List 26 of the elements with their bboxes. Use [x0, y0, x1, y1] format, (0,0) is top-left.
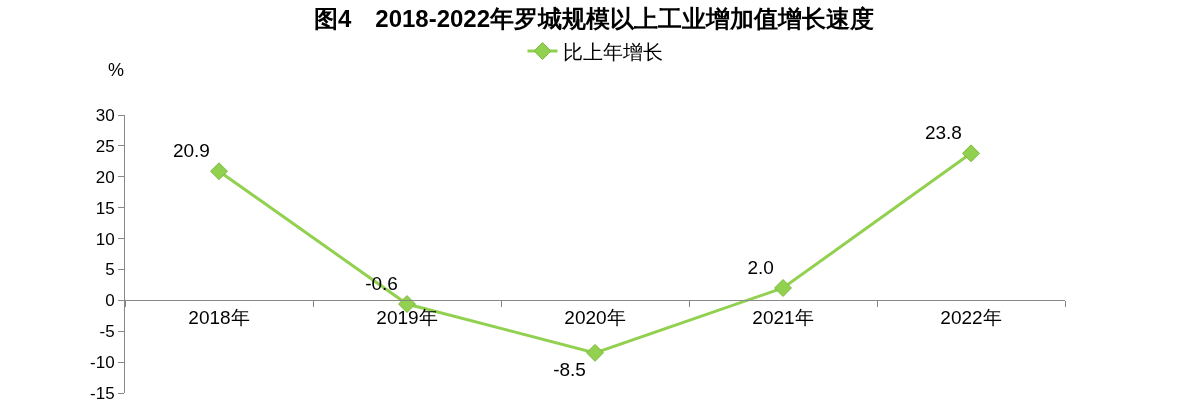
- data-label: -8.5: [553, 359, 586, 381]
- x-tick-label: 2021年: [752, 307, 814, 329]
- x-tick-label: 2020年: [564, 307, 626, 329]
- point: [774, 279, 792, 297]
- point: [962, 144, 980, 163]
- y-tick-label: 0: [105, 291, 115, 311]
- y-tick-label: 10: [95, 229, 115, 249]
- y-tick-label: 30: [95, 105, 115, 125]
- data-label: 2.0: [747, 257, 774, 279]
- data-label: 23.8: [924, 122, 962, 144]
- point: [586, 343, 604, 362]
- chart-title: 图4 2018-2022年罗城规模以上工业增加值增长速度: [313, 4, 875, 32]
- legend-label: 比上年增长: [562, 40, 663, 63]
- point: [210, 162, 228, 181]
- x-tick-label: 2019年: [376, 307, 438, 329]
- y-tick-label: 25: [95, 136, 115, 156]
- x-tick-label: 2018年: [188, 307, 250, 329]
- y-tick-label: 5: [105, 260, 115, 280]
- x-tick-label: 2022年: [940, 307, 1002, 329]
- y-tick-label: -5: [99, 322, 115, 342]
- y-tick-label: 20: [95, 167, 115, 187]
- data-label: 20.9: [172, 140, 210, 162]
- y-axis-title: %: [108, 60, 125, 80]
- y-tick-label: -10: [90, 353, 115, 373]
- y-tick-label: 15: [95, 198, 115, 218]
- y-tick-label: -15: [90, 383, 115, 403]
